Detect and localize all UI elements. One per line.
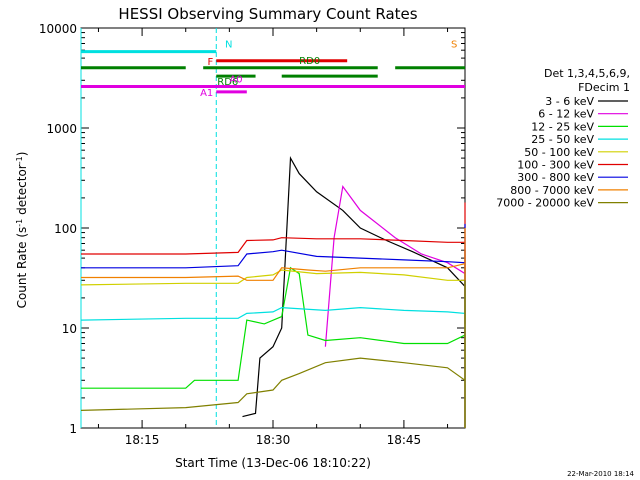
- y-axis-ticks: 1 10 100 1000 10000: [39, 22, 465, 436]
- series-line-3: [80, 280, 466, 428]
- flag-label-RD0: RD0: [299, 56, 320, 67]
- legend-label-7: 800 - 7000 keV: [510, 184, 594, 197]
- x-axis-label: Start Time (13-Dec-06 18:10:22): [175, 456, 371, 470]
- x-tick-label-2: 18:45: [387, 433, 422, 447]
- flag-label-S: S: [451, 40, 457, 51]
- y-axis-label-main: Count Rate (s: [15, 227, 29, 309]
- y-tick-label-4: 10000: [39, 22, 77, 36]
- legend-label-2: 12 - 25 keV: [531, 120, 594, 133]
- flag-label-RD6: RD6: [217, 77, 238, 88]
- y-axis-label-end: ): [15, 152, 29, 157]
- chart-title: HESSI Observing Summary Count Rates: [118, 5, 417, 23]
- vertical-markers: [80, 28, 217, 428]
- flag-label-N: N: [225, 40, 232, 51]
- legend-header-line1: Det 1,3,4,5,6,9,: [544, 67, 630, 80]
- y-tick-label-2: 100: [54, 222, 77, 236]
- legend-label-3: 25 - 50 keV: [531, 133, 594, 146]
- legend-label-6: 300 - 800 keV: [517, 171, 594, 184]
- series-line-0: [242, 155, 466, 418]
- y-tick-label-3: 1000: [46, 122, 77, 136]
- y-axis-label-sup1: -1: [15, 219, 24, 227]
- y-axis-label-sup2: -1: [15, 156, 24, 164]
- legend-label-5: 100 - 300 keV: [517, 159, 594, 172]
- y-tick-label-1: 10: [62, 322, 77, 336]
- series-line-5: [81, 202, 466, 428]
- legend-label-8: 7000 - 20000 keV: [496, 197, 594, 210]
- series-line-8: [80, 280, 466, 428]
- footer-timestamp: 22-Mar-2010 18:14: [567, 470, 634, 478]
- legend-label-1: 6 - 12 keV: [538, 108, 594, 121]
- y-axis-label: Count Rate (s-1 detector-1): [15, 152, 30, 309]
- y-axis-label-mid: detector: [15, 164, 29, 219]
- flag-label-A0: A0: [229, 75, 242, 86]
- series-line-2: [81, 266, 466, 428]
- series-line-7: [81, 228, 466, 428]
- legend-label-0: 3 - 6 keV: [545, 95, 594, 108]
- legend-label-4: 50 - 100 keV: [524, 146, 594, 159]
- series-line-4: [80, 250, 466, 428]
- legend-header-line2: FDecim 1: [578, 81, 630, 94]
- x-tick-label-1: 18:30: [256, 433, 291, 447]
- x-tick-label-0: 18:15: [125, 433, 160, 447]
- series-lines: [80, 155, 466, 428]
- x-axis-ticks: 18:15 18:30 18:45: [97, 28, 449, 447]
- flag-label-A1: A1: [200, 88, 213, 99]
- y-tick-label-0: 1: [69, 422, 77, 436]
- flag-label-F: F: [208, 57, 214, 68]
